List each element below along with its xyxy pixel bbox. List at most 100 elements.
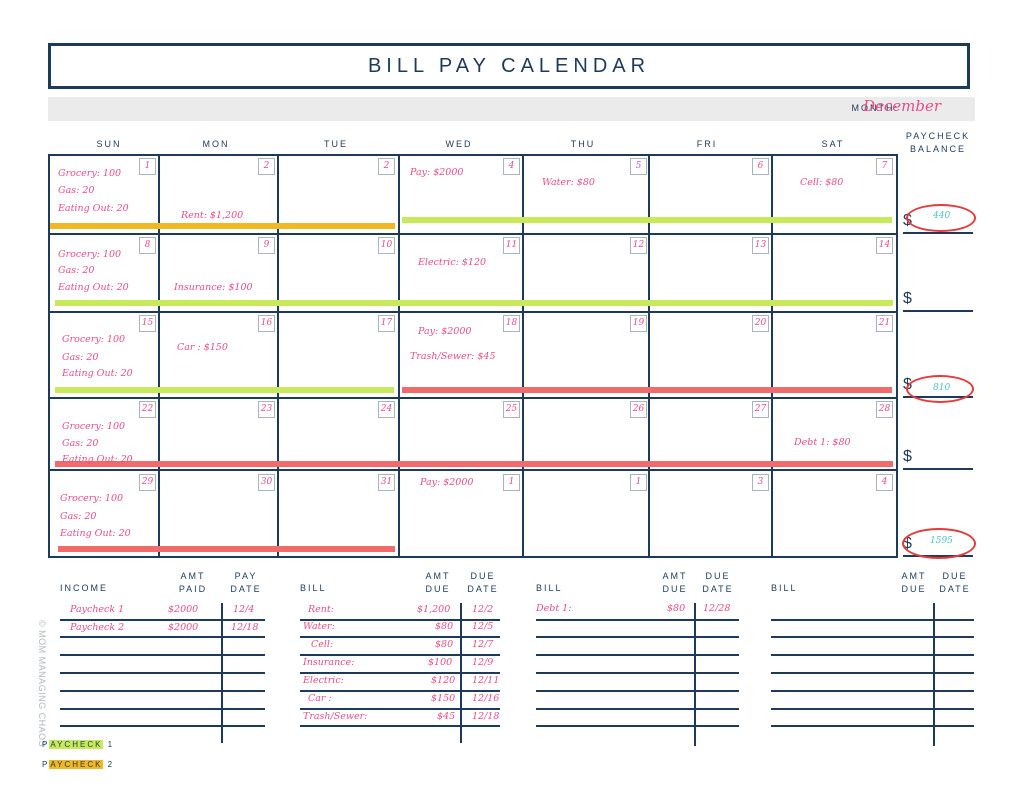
month-value: December [862,97,941,115]
entry-grocery: Grocery: 100 [62,421,126,432]
table-row-line [771,636,974,638]
date-header: DATE [702,584,734,594]
bill-date: 12/28 [703,603,731,614]
day-number: 1 [139,158,156,175]
day-number: 4 [876,474,893,491]
day-header-wed: WED [445,139,473,149]
table-row-line [300,708,500,710]
entry-cell: Cell: $80 [800,177,844,188]
due-header: DUE [942,571,968,581]
entry-water: Water: $80 [542,177,595,188]
table-row-line [536,690,739,692]
legend-highlight-green: AYCHECK [49,740,104,749]
day-number: 25 [503,401,520,418]
grid-col-line [158,154,160,558]
day-number: 21 [876,315,893,332]
grid-row-line [48,397,898,399]
entry-pay: Pay: $2000 [420,477,474,488]
bill-name: Water: [303,621,335,632]
table-row-line [771,654,974,656]
grid-row-line [48,469,898,471]
entry-grocery: Grocery: 100 [58,249,122,260]
pay-date-header: PAY DATE [224,570,268,596]
day-number: 1 [503,474,520,491]
grid-col-line [522,154,524,558]
bill-header: BILL [300,583,327,593]
day-number: 13 [752,237,769,254]
table-row-line [771,690,974,692]
table-row-line [60,672,265,674]
bill-header: BILL [536,583,563,593]
paycheck-1-bar [55,387,394,393]
balance-line [903,468,973,470]
bill-amt: $150 [431,693,456,704]
table-row-line [300,725,500,727]
balance-dollar: $ [903,290,912,307]
date-header: DATE [230,584,262,594]
table-col-line [933,603,935,746]
day-number: 2 [378,158,395,175]
amt-paid-header: AMT PAID [170,570,216,596]
table-row-line [771,672,974,674]
bill-date: 12/9 [472,657,494,668]
income-date: 12/4 [233,604,255,615]
income-header: INCOME [60,583,108,593]
entry-grocery: Grocery: 100 [60,493,124,504]
copyright-text: © MOM MANAGING CHAOS [37,620,47,748]
table-row-line [60,636,265,638]
day-number: 8 [139,237,156,254]
table-row-line [536,725,739,727]
day-number: 3 [752,474,769,491]
legend-text: P [42,760,50,769]
day-header-mon: MON [202,139,230,149]
grid-col-line [648,154,650,558]
entry-eating-out: Eating Out: 20 [58,282,129,293]
amt-due-header: AMT DUE [418,570,458,596]
day-number: 22 [139,401,156,418]
entry-electric: Electric: $120 [418,257,487,268]
grid-col-line [277,154,279,558]
entry-grocery: Grocery: 100 [62,334,126,345]
entry-eating-out: Eating Out: 20 [60,528,131,539]
due-header: DUE [705,571,731,581]
day-number: 31 [378,474,395,491]
legend-text: 2 [103,760,115,769]
due-header: DUE [662,584,688,594]
day-header-sat: SAT [821,139,845,149]
table-row-line [536,636,739,638]
entry-gas: Gas: 20 [58,265,95,276]
amt-header: AMT [901,571,927,581]
grid-row-line [48,233,898,235]
day-number: 6 [752,158,769,175]
table-row-line [300,619,500,621]
day-number: 24 [378,401,395,418]
grid-bottom-line [48,556,898,558]
day-header-thu: THU [570,139,596,149]
date-header: DATE [467,584,499,594]
due-date-header: DUE DATE [462,570,504,596]
bill-amt: $80 [435,639,454,650]
bill-date: 12/5 [472,621,494,632]
income-amt: $2000 [168,622,199,633]
table-row-line [536,654,739,656]
day-number: 16 [258,315,275,332]
bill-name: Rent: [308,604,334,615]
amt-header: AMT [180,571,206,581]
date-header: DATE [939,584,971,594]
day-number: 20 [752,315,769,332]
entry-grocery: Grocery: 100 [58,168,122,179]
table-row-line [60,690,265,692]
day-number: 1 [630,474,647,491]
day-number: 12 [630,237,647,254]
due-header: DUE [470,571,496,581]
due-date-header: DUE DATE [934,570,976,596]
legend-text: 1 [103,740,115,749]
day-header-sun: SUN [96,139,122,149]
amt-header: AMT [425,571,451,581]
amt-due-header: AMT DUE [896,570,932,596]
table-row-line [60,725,265,727]
day-number: 14 [876,237,893,254]
balance-line [903,310,973,312]
paycheck-1-bar [402,217,892,223]
grid-col-line [48,154,50,558]
